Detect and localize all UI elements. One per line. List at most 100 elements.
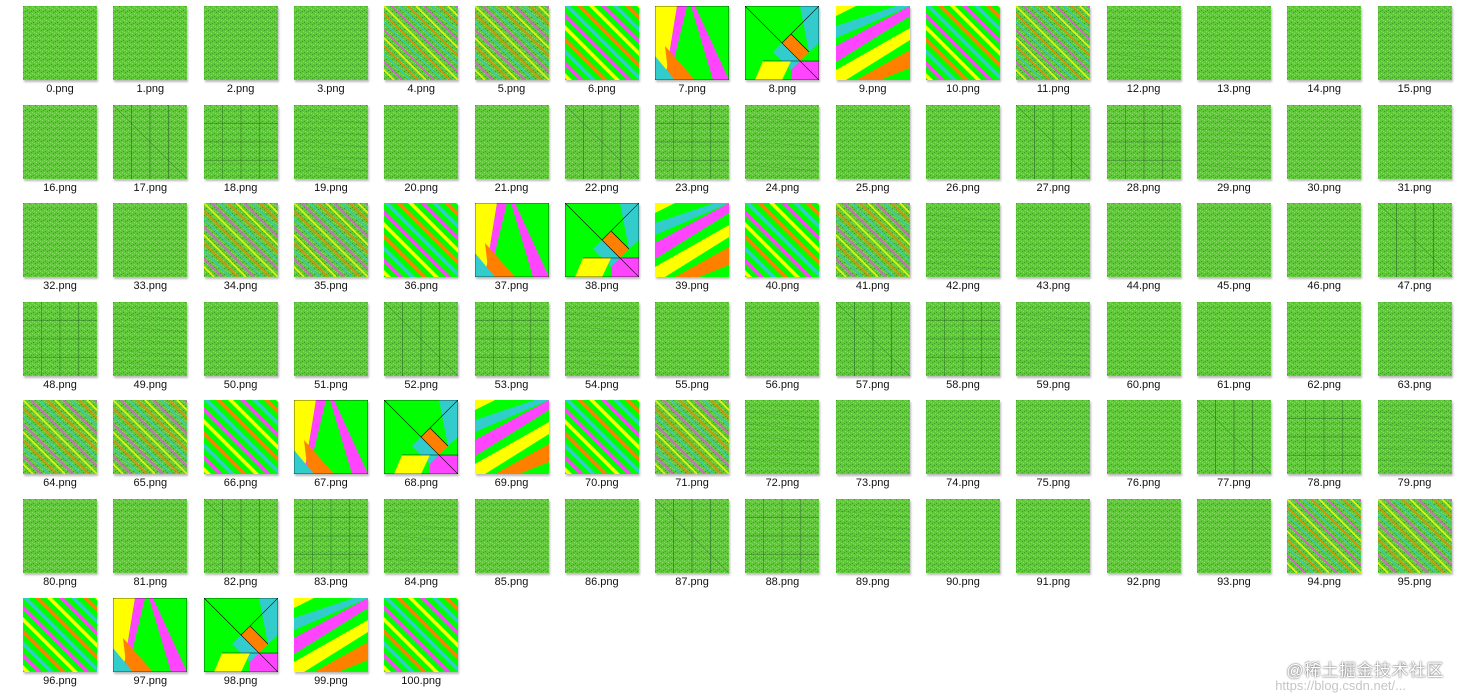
file-item[interactable]: 53.png [467, 298, 557, 394]
file-thumbnail[interactable] [23, 6, 97, 80]
file-thumbnail[interactable] [745, 104, 820, 179]
file-name[interactable]: 52.png [404, 378, 439, 391]
file-thumbnail[interactable] [384, 499, 459, 573]
file-thumbnail[interactable] [564, 104, 639, 179]
file-thumbnail[interactable] [293, 400, 368, 475]
file-name[interactable]: 91.png [1036, 576, 1071, 588]
file-name[interactable]: 30.png [1307, 181, 1342, 194]
file-name[interactable]: 49.png [133, 378, 168, 391]
file-item[interactable]: 24.png [737, 101, 827, 197]
file-thumbnail[interactable] [1106, 301, 1181, 376]
file-name[interactable]: 7.png [678, 83, 706, 95]
file-thumbnail[interactable] [1377, 6, 1452, 80]
file-item[interactable]: 45.png [1189, 199, 1279, 295]
file-thumbnail[interactable] [23, 203, 97, 278]
file-name[interactable]: 92.png [1126, 576, 1161, 588]
file-thumbnail[interactable] [474, 400, 549, 475]
file-item[interactable]: 82.png [196, 495, 286, 591]
file-item[interactable]: 26.png [918, 101, 1008, 197]
file-item[interactable]: 5.png [467, 2, 557, 98]
file-item[interactable]: 7.png [647, 2, 737, 98]
file-thumbnail[interactable] [293, 301, 368, 376]
file-name[interactable]: 50.png [223, 378, 258, 391]
file-name[interactable]: 16.png [43, 181, 77, 194]
file-thumbnail[interactable] [1196, 400, 1271, 475]
file-thumbnail[interactable] [926, 6, 1000, 80]
file-item[interactable]: 61.png [1189, 298, 1279, 394]
file-name[interactable]: 21.png [494, 181, 529, 194]
file-thumbnail[interactable] [564, 301, 639, 376]
file-name[interactable]: 1.png [136, 83, 165, 95]
file-name[interactable]: 36.png [404, 280, 439, 293]
file-item[interactable]: 46.png [1279, 199, 1369, 295]
file-item[interactable]: 76.png [1099, 396, 1189, 492]
file-item[interactable]: 39.png [647, 199, 737, 295]
file-name[interactable]: 64.png [43, 477, 77, 490]
file-item[interactable]: 52.png [376, 298, 466, 394]
file-name[interactable]: 18.png [223, 181, 258, 194]
file-thumbnail[interactable] [655, 499, 730, 573]
file-thumbnail[interactable] [293, 499, 368, 573]
file-item[interactable]: 28.png [1099, 101, 1189, 197]
file-item[interactable]: 27.png [1008, 101, 1098, 197]
file-name[interactable]: 48.png [43, 378, 77, 391]
file-name[interactable]: 3.png [317, 83, 345, 95]
file-item[interactable]: 47.png [1370, 199, 1460, 295]
file-thumbnail[interactable] [655, 301, 730, 376]
file-thumbnail[interactable] [1016, 499, 1091, 573]
file-name[interactable]: 98.png [223, 674, 258, 687]
file-name[interactable]: 96.png [43, 674, 77, 687]
file-thumbnail[interactable] [1016, 104, 1091, 179]
file-item[interactable]: 58.png [918, 298, 1008, 394]
file-thumbnail[interactable] [113, 499, 188, 573]
file-thumbnail[interactable] [745, 6, 820, 80]
file-name[interactable]: 35.png [314, 280, 348, 293]
file-name[interactable]: 78.png [1307, 477, 1342, 490]
file-thumbnail[interactable] [474, 203, 549, 278]
file-thumbnail[interactable] [1377, 203, 1452, 278]
file-name[interactable]: 47.png [1397, 280, 1432, 293]
file-name[interactable]: 62.png [1307, 378, 1342, 391]
file-item[interactable]: 8.png [737, 2, 827, 98]
file-name[interactable]: 33.png [133, 280, 168, 293]
file-item[interactable]: 32.png [15, 199, 105, 295]
file-thumbnail[interactable] [1196, 6, 1271, 80]
file-thumbnail[interactable] [113, 400, 188, 475]
file-item[interactable]: 2.png [196, 2, 286, 98]
file-item[interactable]: 64.png [15, 396, 105, 492]
file-thumbnail[interactable] [384, 104, 459, 179]
file-item[interactable]: 97.png [105, 594, 195, 690]
file-name[interactable]: 51.png [314, 378, 348, 391]
file-thumbnail[interactable] [564, 203, 639, 278]
file-item[interactable]: 60.png [1099, 298, 1189, 394]
file-name[interactable]: 58.png [946, 378, 980, 391]
file-thumbnail[interactable] [474, 6, 549, 80]
file-name[interactable]: 90.png [946, 576, 980, 588]
file-name[interactable]: 77.png [1217, 477, 1251, 490]
file-thumbnail[interactable] [474, 301, 549, 376]
file-item[interactable]: 91.png [1008, 495, 1098, 591]
file-item[interactable]: 35.png [286, 199, 376, 295]
file-item[interactable]: 14.png [1279, 2, 1369, 98]
file-name[interactable]: 94.png [1307, 576, 1342, 588]
file-item[interactable]: 49.png [105, 298, 195, 394]
file-name[interactable]: 71.png [675, 477, 709, 490]
file-name[interactable]: 95.png [1397, 576, 1432, 588]
file-item[interactable]: 66.png [196, 396, 286, 492]
file-thumbnail[interactable] [113, 203, 188, 278]
file-item[interactable]: 15.png [1370, 2, 1460, 98]
file-thumbnail[interactable] [293, 104, 368, 179]
file-item[interactable]: 93.png [1189, 495, 1279, 591]
file-name[interactable]: 0.png [46, 83, 74, 95]
file-thumbnail[interactable] [1377, 400, 1452, 475]
file-thumbnail[interactable] [113, 104, 188, 179]
file-name[interactable]: 23.png [675, 181, 709, 194]
file-name[interactable]: 68.png [404, 477, 439, 490]
file-name[interactable]: 61.png [1217, 378, 1251, 391]
file-thumbnail[interactable] [745, 203, 820, 278]
file-name[interactable]: 14.png [1307, 83, 1342, 95]
file-item[interactable]: 18.png [196, 101, 286, 197]
file-name[interactable]: 44.png [1126, 280, 1161, 293]
file-thumbnail[interactable] [203, 6, 278, 80]
file-item[interactable]: 33.png [105, 199, 195, 295]
